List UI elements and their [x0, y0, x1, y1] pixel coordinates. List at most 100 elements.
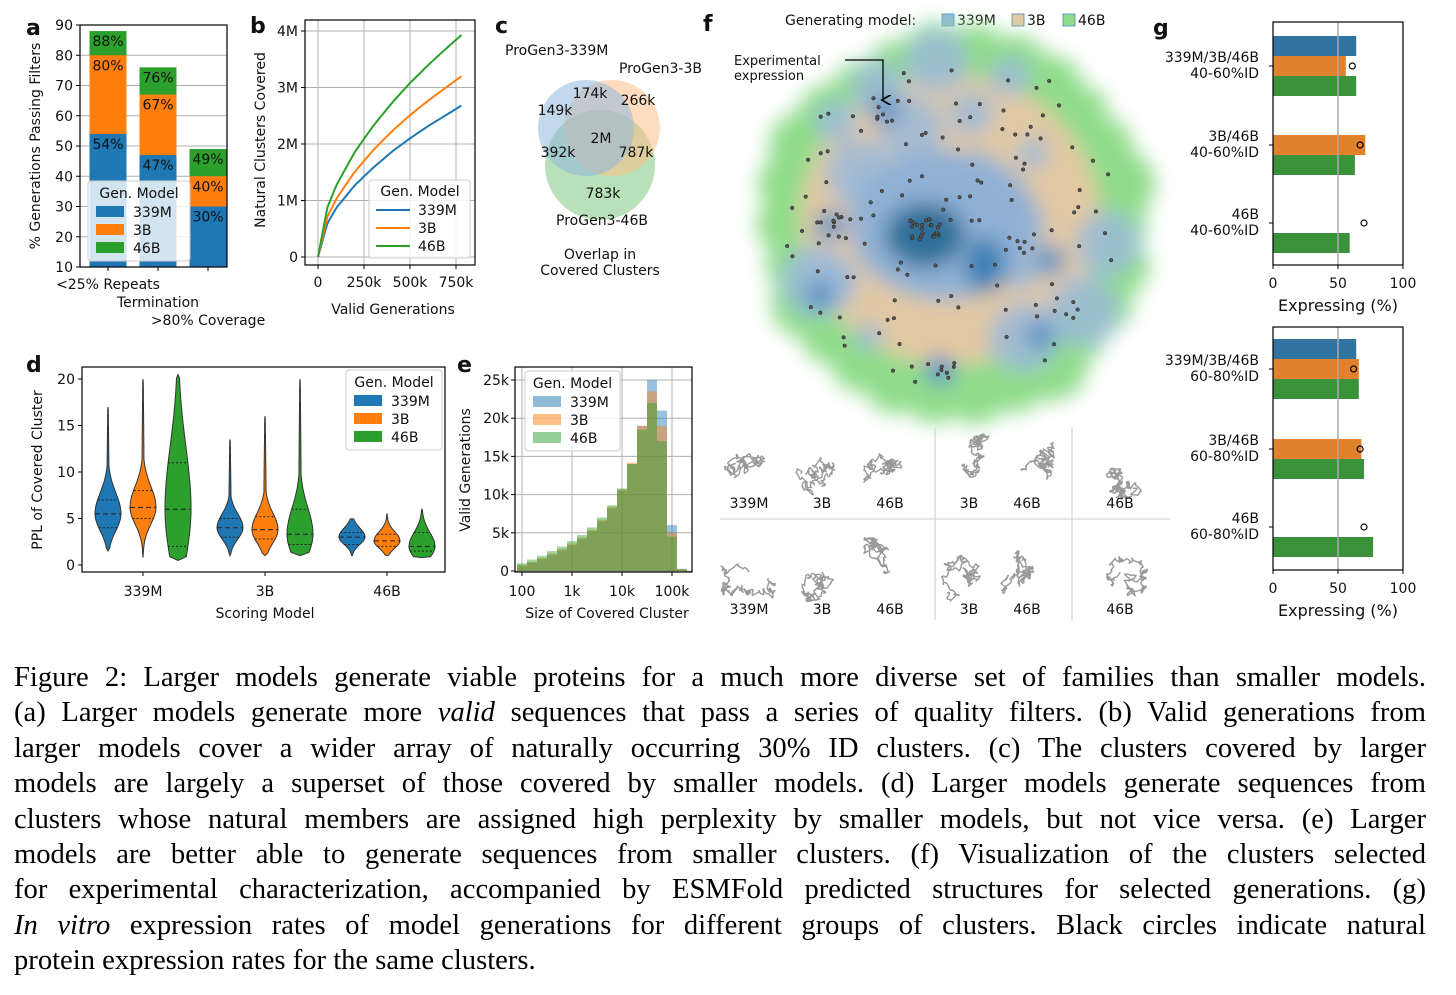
- panel-e-histogram: 0 5k 10k 15k 20k 25k 100 1k 10k 100k Gen. Model 339…: [458, 366, 693, 622]
- hist-bar-3B: [577, 537, 588, 571]
- line-series-3B: [317, 75, 463, 258]
- data-point: [949, 68, 954, 73]
- panel-b-line-chart: 0 1M 2M 3M 4M 0 250k 500k 750k Gen. Model 339M 3B 46…: [253, 19, 476, 318]
- legend-label-3B: 3B: [1027, 13, 1046, 29]
- data-point: [908, 219, 913, 224]
- data-point: [936, 298, 941, 303]
- data-point: [808, 305, 813, 310]
- hist-bar-46B: [637, 429, 648, 571]
- protein-structure: [1020, 441, 1056, 480]
- caption-text: larger models cover a wider array of nat…: [14, 732, 1426, 764]
- data-point: [890, 118, 895, 123]
- data-point: [903, 142, 909, 147]
- data-point: [818, 151, 823, 156]
- legend-label-3B: 3B: [391, 412, 410, 428]
- caption-text: clusters whose natural members are assig…: [14, 803, 1426, 835]
- hist-bar-339M: [607, 508, 618, 571]
- data-point: [953, 101, 959, 106]
- hist-bar-3B: [676, 569, 687, 571]
- data-point: [919, 234, 924, 239]
- y-tick-label: 10: [55, 260, 73, 276]
- bar-46B: [1273, 459, 1364, 479]
- caption-text: models are largely a superset of those c…: [14, 768, 1426, 800]
- density-core: [885, 203, 965, 267]
- panel-a-bar-chart: 10 20 30 40 50 60 70 80 90 54% 47% 30% 80% 67% 40% 88% 7…: [28, 18, 265, 329]
- x-tick-label: 100k: [655, 584, 691, 600]
- data-point: [1022, 161, 1027, 166]
- hist-bar-46B: [587, 527, 598, 571]
- hist-bar-339M: [536, 558, 547, 571]
- density-46B-lobe: [1085, 149, 1155, 220]
- density-339M: [1075, 210, 1140, 276]
- hist-bar-339M: [577, 538, 588, 571]
- data-point: [911, 220, 916, 225]
- y-axis-label: Natural Clusters Covered: [253, 52, 269, 228]
- data-point: [868, 200, 873, 205]
- legend: Gen. Model 339M 3B 46B: [87, 180, 191, 262]
- hist-bar-3B: [526, 561, 537, 571]
- x-tick-label: 0: [314, 275, 323, 291]
- legend-label-3B: 3B: [570, 413, 589, 429]
- hist-bar-339M: [657, 410, 668, 571]
- y-axis-label: Valid Generations: [458, 408, 474, 532]
- line-series-46B: [317, 34, 463, 258]
- structure-label: 3B: [813, 496, 832, 512]
- venn-region-all: 2M: [591, 131, 612, 147]
- data-point: [818, 220, 823, 225]
- data-point: [877, 331, 882, 336]
- x-tick-label: 0: [1269, 581, 1278, 597]
- y-tick-label: 20: [55, 230, 73, 246]
- data-point: [1004, 334, 1009, 340]
- legend-title: Gen. Model: [380, 184, 459, 200]
- protein-structure: [1000, 550, 1035, 594]
- panel-d-violin-chart: 0 5 10 15 20 339M 3B 46B Gen. Model 339M 3B 46B Scor…: [30, 366, 446, 622]
- hist-bar-46B: [596, 517, 607, 571]
- hist-bar-3B: [607, 506, 618, 571]
- violin-339M: [94, 406, 122, 553]
- data-point: [816, 241, 821, 246]
- data-point: [944, 197, 949, 202]
- data-point: [879, 188, 884, 194]
- natural-expression-marker: [1360, 523, 1368, 531]
- y-tick-label: 90: [55, 18, 73, 34]
- experimental-points: [785, 68, 1114, 384]
- data-point: [941, 207, 946, 212]
- structure-label: 46B: [876, 496, 903, 512]
- density-core: [965, 237, 1005, 293]
- venn-set-label-46B: ProGen3-46B: [556, 213, 648, 229]
- data-point: [919, 226, 924, 231]
- caption-line: models are largely a superset of those c…: [14, 766, 1426, 801]
- data-point: [1033, 302, 1038, 308]
- data-point: [831, 218, 836, 223]
- data-point: [1052, 308, 1057, 313]
- y-tick-label: 15: [57, 419, 75, 435]
- structure-label: 339M: [730, 496, 769, 512]
- data-point: [968, 194, 973, 199]
- group-label: 60-80%ID: [1190, 449, 1259, 465]
- hist-bar-339M: [676, 568, 687, 571]
- generating-model-legend: Generating model: 339M 3B 46B: [785, 13, 1105, 29]
- data-point: [891, 316, 896, 321]
- venn-set-label-3B: ProGen3-3B: [619, 61, 702, 77]
- x-axis-label: Expressing (%): [1278, 296, 1398, 315]
- data-point: [1038, 136, 1043, 141]
- data-label: 67%: [142, 98, 173, 114]
- data-point: [907, 178, 912, 183]
- legend-box: [524, 370, 621, 452]
- data-point: [826, 233, 831, 238]
- y-tick-label: 5: [66, 512, 75, 528]
- legend-label-339M: 339M: [957, 13, 996, 29]
- data-point: [951, 364, 956, 369]
- annotation-label: expression: [734, 69, 804, 84]
- violin-3B: [251, 416, 279, 557]
- legend-swatch-46B: [1062, 13, 1076, 27]
- annotation-arrow: [845, 59, 883, 100]
- data-point: [1013, 132, 1018, 137]
- protein-structure: [863, 537, 891, 575]
- data-point: [1077, 187, 1082, 193]
- group-label: 339M/3B/46B: [1165, 353, 1259, 369]
- data-point: [1047, 78, 1052, 84]
- legend-swatch-3B: [354, 413, 382, 424]
- legend-swatch-46B: [533, 432, 561, 443]
- hist-bar-3B: [567, 543, 577, 571]
